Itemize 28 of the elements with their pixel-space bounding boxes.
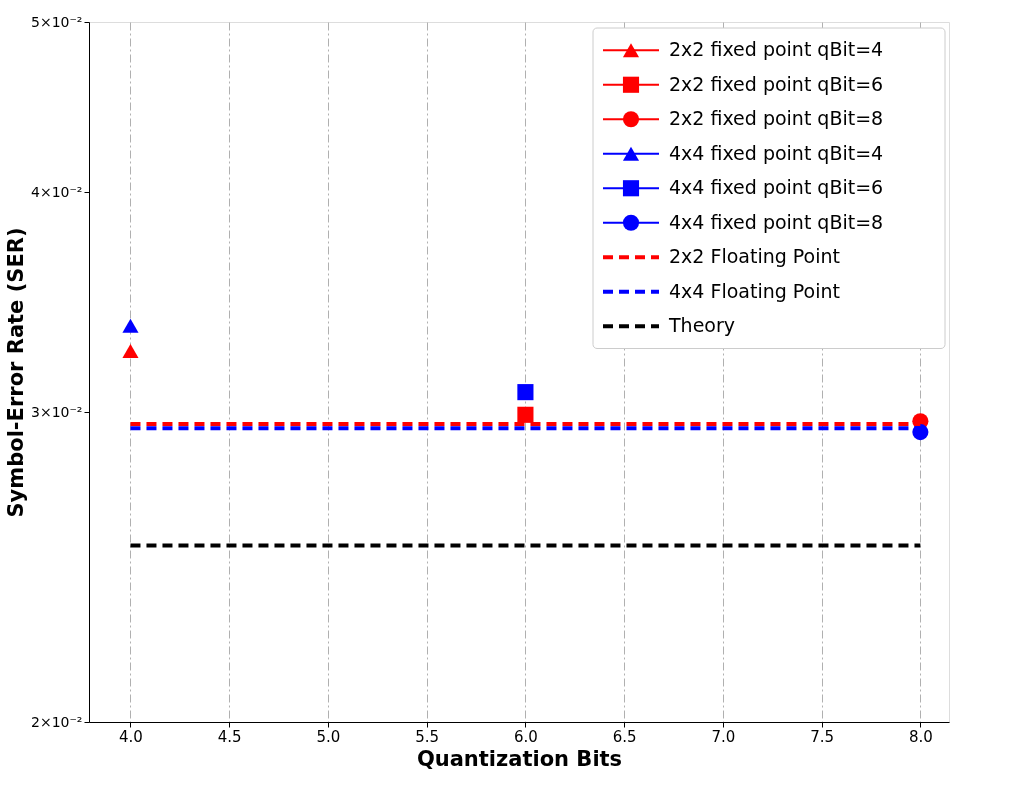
- x-axis-title: Quantization Bits: [416, 746, 623, 771]
- y-tick-label: 3×10⁻²: [31, 403, 83, 420]
- x-tick-label: 7.5: [810, 727, 835, 746]
- point: [517, 406, 534, 423]
- y-tick-label: 5×10⁻²: [31, 13, 83, 30]
- legend-label: 4x4 fixed point qBit=8: [669, 210, 884, 233]
- x-tick-label: 5.5: [415, 727, 440, 746]
- x-tick-label: 6.0: [513, 727, 538, 746]
- point: [122, 344, 139, 359]
- point: [122, 318, 139, 333]
- y-axis-title: Symbol-Error Rate (SER): [4, 227, 29, 518]
- point: [517, 384, 534, 401]
- legend-label: Theory: [668, 314, 736, 337]
- x-tick-label: 8.0: [908, 727, 933, 746]
- legend-label: 4x4 Floating Point: [669, 279, 840, 302]
- legend-label: 2x2 Floating Point: [669, 245, 840, 268]
- legend-label: 4x4 fixed point qBit=6: [669, 176, 884, 199]
- x-tick-label: 4.0: [119, 727, 143, 746]
- legend-label: 2x2 fixed point qBit=4: [669, 38, 884, 61]
- x-tick-label: 7.0: [711, 727, 736, 746]
- legend-label: 2x2 fixed point qBit=8: [669, 107, 884, 130]
- x-tick-label: 6.5: [612, 727, 637, 746]
- x-tick-label: 5.0: [316, 727, 341, 746]
- y-tick-label: 2×10⁻²: [31, 713, 83, 730]
- legend-label: 2x2 fixed point qBit=6: [669, 72, 884, 95]
- legend-label: 4x4 fixed point qBit=4: [669, 141, 884, 164]
- x-tick-label: 4.5: [217, 727, 242, 746]
- y-tick-label: 4×10⁻²: [31, 183, 83, 200]
